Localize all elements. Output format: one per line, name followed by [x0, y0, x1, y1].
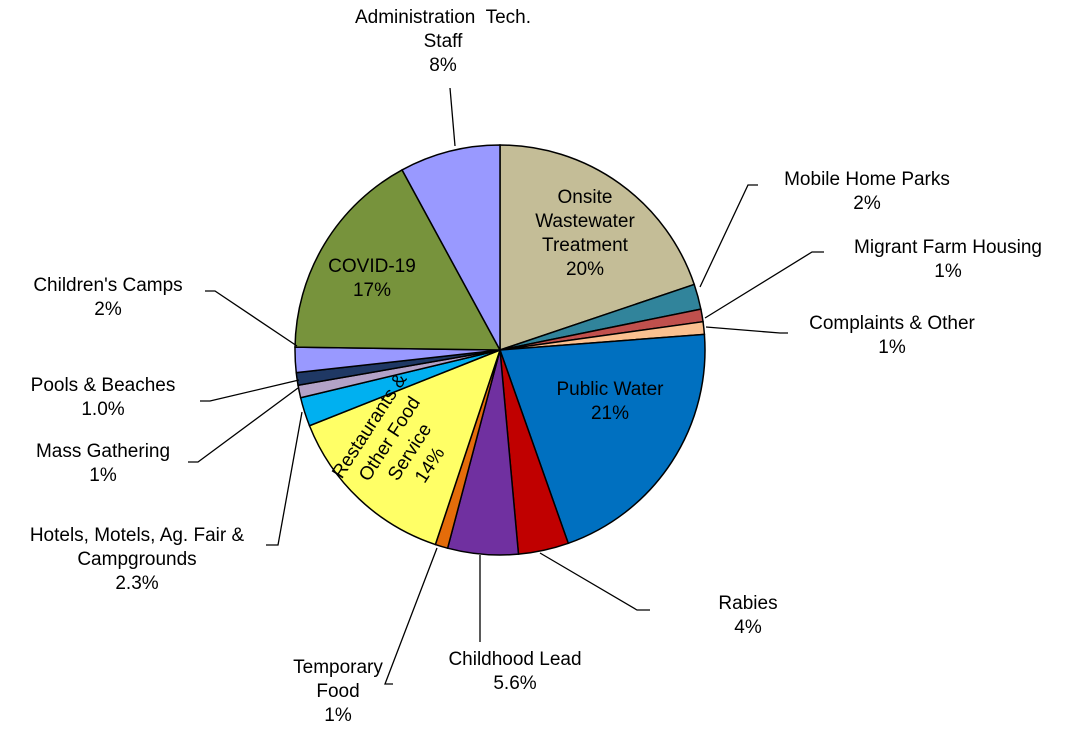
slice-label: Hotels, Motels, Ag. Fair & Campgrounds 2.…	[7, 524, 267, 596]
slice-label: Pools & Beaches 1.0%	[3, 374, 203, 422]
leader-line	[384, 547, 438, 685]
slice-name: COVID-19	[328, 256, 416, 277]
slice-value: 1.0%	[81, 399, 125, 420]
leader-line	[699, 184, 758, 288]
slice-label: Childhood Lead 5.6%	[415, 648, 615, 696]
slice-value: 1%	[324, 705, 352, 726]
slice-value: 1%	[878, 337, 906, 358]
slice-name: Childhood Lead	[448, 649, 582, 670]
pie-slice	[499, 144, 696, 352]
slice-label: Administration Tech. Staff 8%	[348, 6, 538, 78]
pie-slice	[294, 168, 502, 351]
slice-name: Mass Gathering	[35, 441, 171, 462]
slice-value: 4%	[734, 617, 762, 638]
slice-value: 2.3%	[115, 573, 159, 594]
slice-label: Mobile Home Parks 2%	[747, 168, 987, 216]
slice-name: Complaints & Other	[809, 313, 975, 334]
slice-name: Hotels, Motels, Ag. Fair & Campgrounds	[29, 525, 250, 570]
leader-line	[188, 387, 299, 463]
slice-value: 20%	[565, 259, 605, 280]
slice-value: 8%	[429, 55, 457, 76]
leader-line	[266, 411, 303, 546]
slice-label: Temporary Food 1%	[288, 656, 388, 728]
slice-value: 17%	[352, 280, 392, 301]
slice-label: Complaints & Other 1%	[772, 312, 1012, 360]
slice-label: Children's Camps 2%	[0, 274, 218, 322]
pie-slice	[308, 348, 502, 546]
pie-slice	[498, 333, 706, 545]
slice-value: 5.6%	[493, 673, 537, 694]
leader-line	[449, 87, 456, 147]
slice-value: 2%	[853, 193, 881, 214]
leader-line	[704, 251, 824, 319]
slice-name: Pools & Beaches	[30, 375, 176, 396]
slice-value: 2%	[94, 299, 122, 320]
slice-label: Mass Gathering 1%	[3, 440, 203, 488]
slice-name: Temporary Food	[293, 657, 389, 702]
slice-value: 21%	[590, 403, 630, 424]
slice-name: Children's Camps	[33, 275, 183, 296]
slice-name: Rabies	[718, 593, 778, 614]
leader-line	[200, 379, 300, 402]
slice-name: Migrant Farm Housing	[854, 237, 1042, 258]
slice-value: 1%	[89, 465, 117, 486]
slice-label: COVID-19 17%	[302, 255, 442, 303]
slice-label: Onsite Wastewater Treatment 20%	[520, 186, 650, 282]
slice-label: Public Water 21%	[530, 378, 690, 426]
leader-line	[539, 552, 650, 611]
leader-line	[705, 326, 788, 334]
slice-value: 1%	[934, 261, 962, 282]
slice-name: Mobile Home Parks	[784, 169, 950, 190]
slice-label: Migrant Farm Housing 1%	[818, 236, 1074, 284]
slice-name: Onsite Wastewater Treatment	[535, 187, 640, 256]
slice-name: Public Water	[556, 379, 664, 400]
pie-slice	[401, 144, 501, 351]
slice-name: Administration Tech. Staff	[354, 7, 537, 52]
leader-line	[205, 290, 298, 347]
slice-label: Rabies 4%	[688, 592, 808, 640]
